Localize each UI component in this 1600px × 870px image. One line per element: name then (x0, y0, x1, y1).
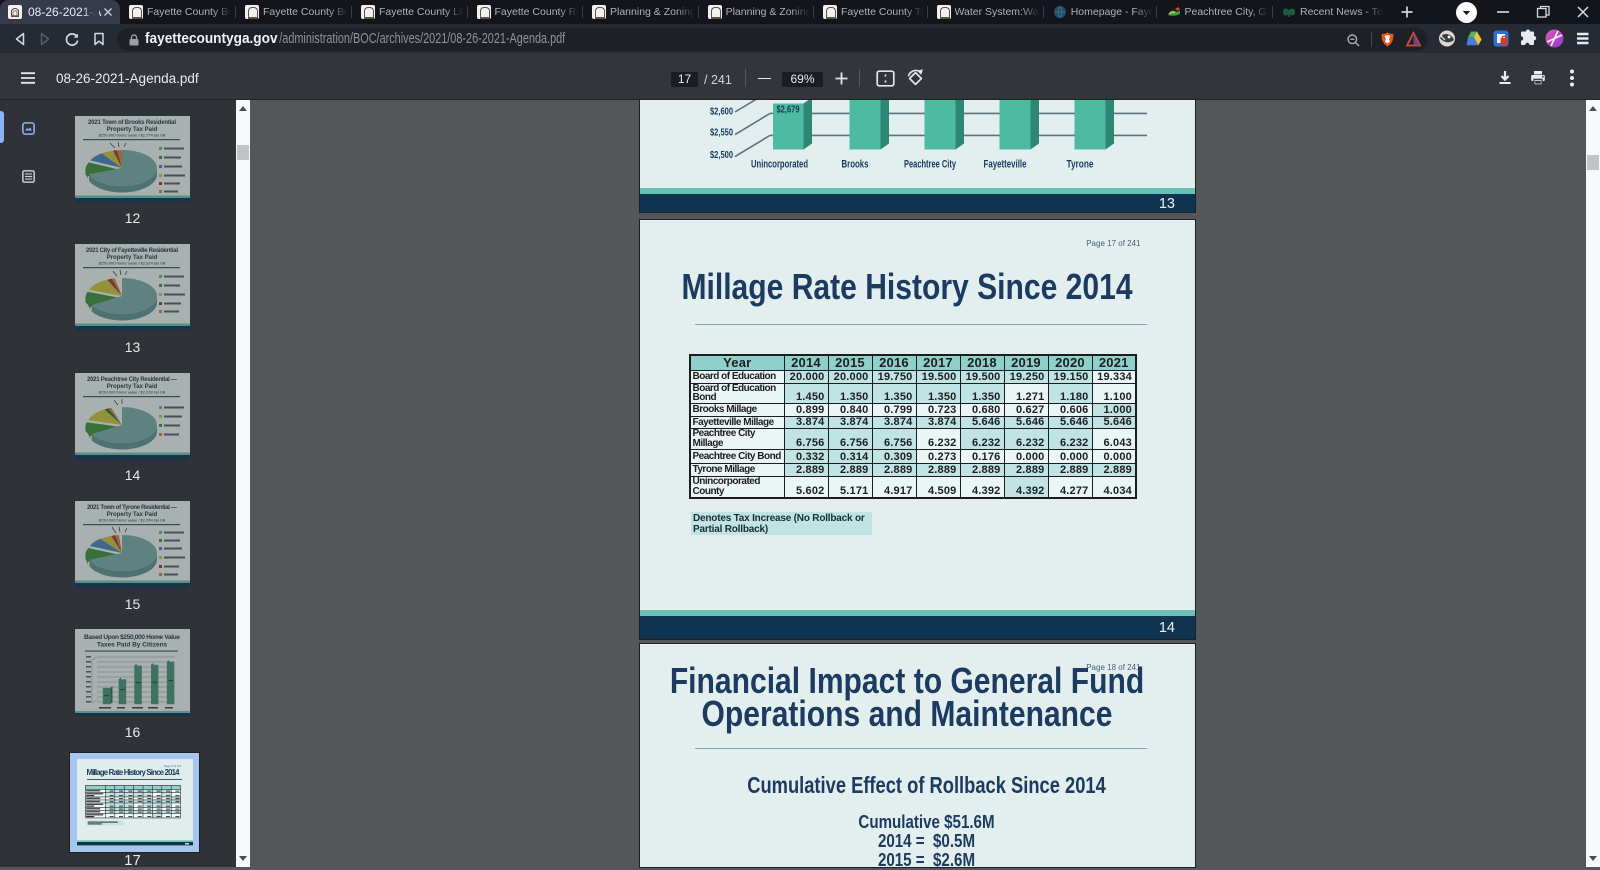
svg-text:Property Tax Paid: Property Tax Paid (107, 512, 158, 518)
svg-text:$2,500: $2,500 (710, 150, 733, 161)
svg-text:Tyrone: Tyrone (1067, 159, 1094, 171)
svg-text:Unincorporated: Unincorporated (751, 159, 808, 171)
svg-text:Taxes Paid By Citizens: Taxes Paid By Citizens (97, 641, 168, 648)
svg-text:Fayetteville: Fayetteville (984, 159, 1027, 171)
svg-text:Peachtree City: Peachtree City (904, 159, 957, 171)
svg-text:Brooks: Brooks (842, 159, 869, 171)
svg-text:$250,000 home value / $2,924 t: $250,000 home value / $2,924 tax bill (99, 261, 166, 266)
svg-text:2021 Town of Tyrone Residentia: 2021 Town of Tyrone Residential — (87, 505, 177, 511)
svg-text:Property Tax Paid: Property Tax Paid (107, 255, 158, 261)
svg-text:$2,550: $2,550 (710, 127, 733, 138)
svg-text:$250,000 home value / $2,918 t: $250,000 home value / $2,918 tax bill (99, 389, 166, 394)
svg-text:2021 Peachtree City Residentia: 2021 Peachtree City Residential — (87, 377, 177, 383)
svg-text:$2,679: $2,679 (777, 105, 800, 116)
svg-text:$2,600: $2,600 (710, 107, 733, 118)
svg-text:Property Tax Paid: Property Tax Paid (107, 384, 158, 390)
svg-text:Based Upon $250,000 Home Value: Based Upon $250,000 Home Value (84, 634, 180, 641)
svg-text:Page 17 of 241: Page 17 of 241 (164, 765, 182, 768)
svg-text:2021 City of Fayetteville Resi: 2021 City of Fayetteville Residential (86, 248, 178, 254)
svg-text:$250,000 home value / $2,954 t: $250,000 home value / $2,954 tax bill (99, 518, 166, 523)
svg-text:Property Tax Paid: Property Tax Paid (107, 127, 158, 133)
svg-text:Millage Rate History Since 201: Millage Rate History Since 2014 (86, 768, 180, 777)
svg-text:2021 Town of Brooks Residentia: 2021 Town of Brooks Residential (88, 120, 176, 126)
svg-text:$250,000 home value / $2,774 t: $250,000 home value / $2,774 tax bill (99, 132, 166, 137)
